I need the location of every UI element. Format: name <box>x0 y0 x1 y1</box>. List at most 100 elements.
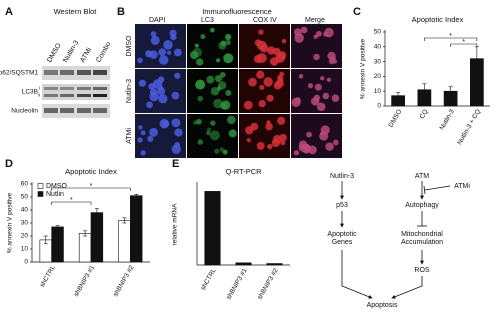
cell <box>294 97 301 104</box>
diagram-arrows <box>340 181 451 299</box>
cell <box>279 71 285 77</box>
cell <box>219 71 226 78</box>
cell <box>150 35 160 45</box>
significance-label: * <box>90 183 93 190</box>
cell <box>256 70 265 79</box>
significance-bracket <box>424 37 478 41</box>
cell <box>197 139 204 145</box>
blot-band <box>60 87 74 90</box>
y-tick-label: 0 <box>24 259 28 266</box>
cell <box>216 86 222 91</box>
x-tick-label: shBNIP3 #1 <box>225 267 249 301</box>
x-tick-label: shBNIP3 #2 <box>256 267 280 301</box>
cell <box>258 29 264 35</box>
cell <box>300 26 308 34</box>
diagram-node: p53 <box>336 202 348 209</box>
cell <box>140 150 146 156</box>
cell <box>325 142 334 151</box>
significance-bracket <box>450 43 478 47</box>
cell <box>328 58 335 65</box>
cell <box>263 77 273 87</box>
cell <box>293 28 302 37</box>
cell <box>157 87 166 96</box>
cell <box>171 91 180 100</box>
x-tick-label: shBNIP3 #2 <box>112 264 136 298</box>
cell <box>138 125 143 130</box>
cell <box>277 116 286 125</box>
cell <box>138 79 147 87</box>
bar <box>90 212 104 263</box>
cell <box>225 89 232 97</box>
blot-band <box>44 94 58 97</box>
cell <box>157 76 165 83</box>
cell <box>278 77 284 83</box>
cell <box>158 48 167 57</box>
y-tick-label: 30 <box>374 58 382 65</box>
panel-letter: D <box>5 158 13 170</box>
blot-band <box>60 94 74 97</box>
western-blot <box>42 66 110 118</box>
row-label: DMSO <box>126 35 133 57</box>
cell <box>209 130 220 141</box>
cell <box>227 115 236 125</box>
cell <box>196 118 202 125</box>
panel-letter: B <box>117 6 125 18</box>
immunofluorescence-grid: DAPI LC3 COX IV Merge <box>135 17 342 158</box>
cell <box>174 142 181 148</box>
cell <box>246 138 251 143</box>
cell <box>243 100 253 110</box>
cell <box>307 83 314 89</box>
cell <box>147 135 154 143</box>
row-label: ATMi <box>126 128 133 144</box>
y-tick-label: 40 <box>374 44 382 51</box>
cell <box>280 140 286 146</box>
cell <box>223 53 234 64</box>
cell <box>306 131 312 138</box>
x-tick-label: CQ <box>419 108 430 120</box>
cell <box>174 128 183 137</box>
lc3-form: II <box>37 93 40 98</box>
blot-band <box>60 108 74 113</box>
cell <box>149 50 158 59</box>
cell <box>265 122 273 131</box>
blot-band <box>77 108 91 113</box>
cell <box>197 95 204 102</box>
cell <box>267 143 273 150</box>
cell <box>225 33 232 41</box>
cell <box>140 130 146 136</box>
panel-title: Immunofluorescence <box>202 7 272 16</box>
chart-title: Apoptotic Index <box>65 167 117 176</box>
cell <box>206 75 215 84</box>
error-bar <box>422 83 427 96</box>
x-tick-label: Nutlin-3 <box>439 108 456 131</box>
cell <box>258 99 266 108</box>
arrow <box>391 276 423 299</box>
cell <box>271 138 281 148</box>
cell <box>273 81 282 90</box>
cell <box>313 94 321 101</box>
y-tick-label: 0 <box>377 103 381 110</box>
error-bar <box>396 92 401 99</box>
diagram-node: Apoptotic <box>327 231 357 238</box>
y-tick-label: 50 <box>21 194 29 201</box>
cell <box>214 148 220 154</box>
cell <box>194 43 199 48</box>
inhibition-line <box>424 185 451 191</box>
error-bar <box>94 208 99 217</box>
cell <box>159 118 170 129</box>
column-label: LC3 <box>201 17 214 24</box>
significance-label: * <box>70 197 73 204</box>
blot-band <box>44 87 58 90</box>
bar <box>78 233 92 263</box>
panel-letter: C <box>353 6 361 18</box>
bar <box>235 262 252 266</box>
cell <box>220 40 227 47</box>
panel-letter: E <box>172 158 179 170</box>
cell <box>279 133 287 142</box>
bar <box>51 226 64 263</box>
column-label: DAPI <box>149 17 165 24</box>
x-tick-label: Nutlin-3 + CQ <box>456 108 482 146</box>
cell <box>158 55 169 65</box>
y-tick-label: 30 <box>21 220 29 227</box>
diagram-node: Nutlin-3 <box>330 173 354 180</box>
